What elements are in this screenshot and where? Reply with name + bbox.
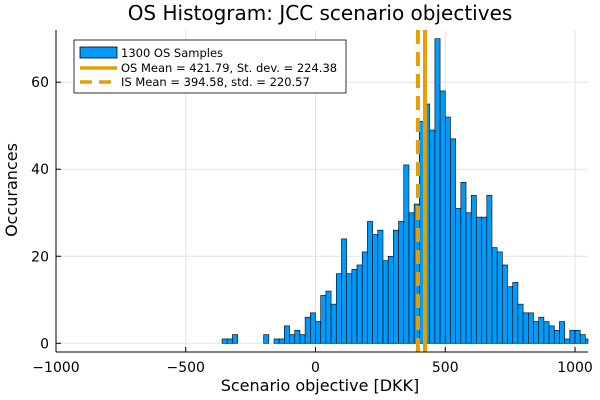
y-axis-label: Occurances	[2, 143, 21, 237]
histogram-bar	[559, 321, 565, 344]
histogram-bar	[517, 303, 524, 344]
histogram-bar	[486, 195, 493, 344]
histogram-bar	[335, 273, 342, 344]
histogram-bar	[393, 229, 399, 344]
histogram-bar	[564, 338, 571, 344]
y-tick-label: 20	[31, 249, 49, 265]
histogram-bar	[382, 260, 389, 344]
histogram-bar	[528, 312, 534, 344]
histogram-bar	[429, 129, 436, 344]
histogram-bar	[465, 212, 472, 344]
x-tick-label: 1000	[557, 360, 593, 376]
histogram-bar	[372, 234, 379, 344]
y-tick-label: 40	[31, 162, 49, 178]
histogram-bar	[387, 255, 394, 344]
histogram-bar	[507, 286, 514, 344]
histogram-bar	[232, 334, 238, 344]
tick-labels: −1000 −500 0 500 1000 0 20 40 60	[31, 75, 593, 376]
histogram-bar	[367, 221, 373, 344]
histogram-bar	[481, 216, 488, 344]
histogram-bar	[299, 334, 306, 344]
histogram-bar	[450, 138, 456, 344]
histogram-bar	[533, 321, 539, 344]
histogram-bar	[320, 295, 327, 344]
y-tick-label: 60	[31, 75, 49, 91]
histogram-bar	[361, 251, 368, 344]
histogram-bar	[470, 195, 477, 344]
histogram-bar	[439, 90, 446, 344]
chart-title: OS Histogram: JCC scenario objectives	[128, 1, 513, 25]
histogram-bar	[377, 229, 384, 344]
histogram-bar	[403, 164, 410, 344]
histogram-bar	[434, 38, 441, 344]
histogram-bar	[491, 247, 498, 344]
legend: 1300 OS Samples OS Mean = 421.79, St. de…	[73, 39, 347, 94]
histogram-bar	[221, 338, 228, 344]
histogram-bar	[310, 312, 316, 344]
histogram-bar	[304, 316, 311, 344]
x-tick-label: −500	[167, 360, 205, 376]
x-tick-label: 0	[311, 360, 320, 376]
histogram-bar	[351, 269, 358, 344]
histogram-bar	[538, 316, 545, 344]
histogram-bar	[585, 338, 589, 344]
histogram-bar	[330, 303, 337, 344]
legend-label-bins: 1300 OS Samples	[121, 46, 223, 60]
histogram-bar	[289, 334, 296, 344]
histogram-bar	[512, 282, 519, 344]
legend-label-is-mean: IS Mean = 394.58, std. = 220.57	[121, 75, 310, 89]
y-tick-label: 0	[40, 336, 49, 352]
histogram-bar	[398, 221, 405, 344]
histogram-bar	[543, 321, 550, 344]
histogram-bar	[273, 338, 280, 344]
histogram-bar	[460, 181, 467, 344]
x-tick-label: −1000	[32, 360, 79, 376]
x-axis-label: Scenario objective [DKK]	[221, 376, 420, 395]
histogram-bar	[408, 212, 415, 344]
histogram-bar	[341, 238, 347, 344]
histogram-bar	[569, 329, 576, 344]
legend-label-os-mean: OS Mean = 421.79, St. dev. = 224.38	[121, 61, 337, 75]
histogram-bar	[444, 116, 451, 344]
histogram-bar	[346, 273, 353, 344]
histogram-bar	[574, 329, 581, 344]
histogram-bar	[278, 338, 285, 344]
histogram-bar	[476, 216, 482, 344]
histogram-bar	[294, 329, 301, 344]
histogram-bar	[455, 208, 462, 344]
histogram-bar	[284, 325, 290, 344]
x-tick-label: 500	[432, 360, 459, 376]
histogram-bar	[496, 251, 503, 344]
legend-swatch-bins	[79, 46, 118, 59]
histogram-bar	[315, 321, 322, 344]
histogram-bar	[226, 338, 233, 344]
histogram-bars	[221, 38, 589, 344]
histogram-bar	[263, 334, 270, 344]
mean-lines	[415, 30, 427, 352]
histogram-bar	[502, 264, 508, 344]
histogram-bar	[579, 334, 586, 344]
histogram-bar	[356, 264, 363, 344]
histogram-bar	[553, 329, 560, 344]
histogram-bar	[325, 290, 332, 344]
legend-box	[73, 39, 347, 94]
histogram-bar	[522, 312, 529, 344]
histogram-bar	[548, 325, 555, 344]
axes	[55, 30, 588, 353]
